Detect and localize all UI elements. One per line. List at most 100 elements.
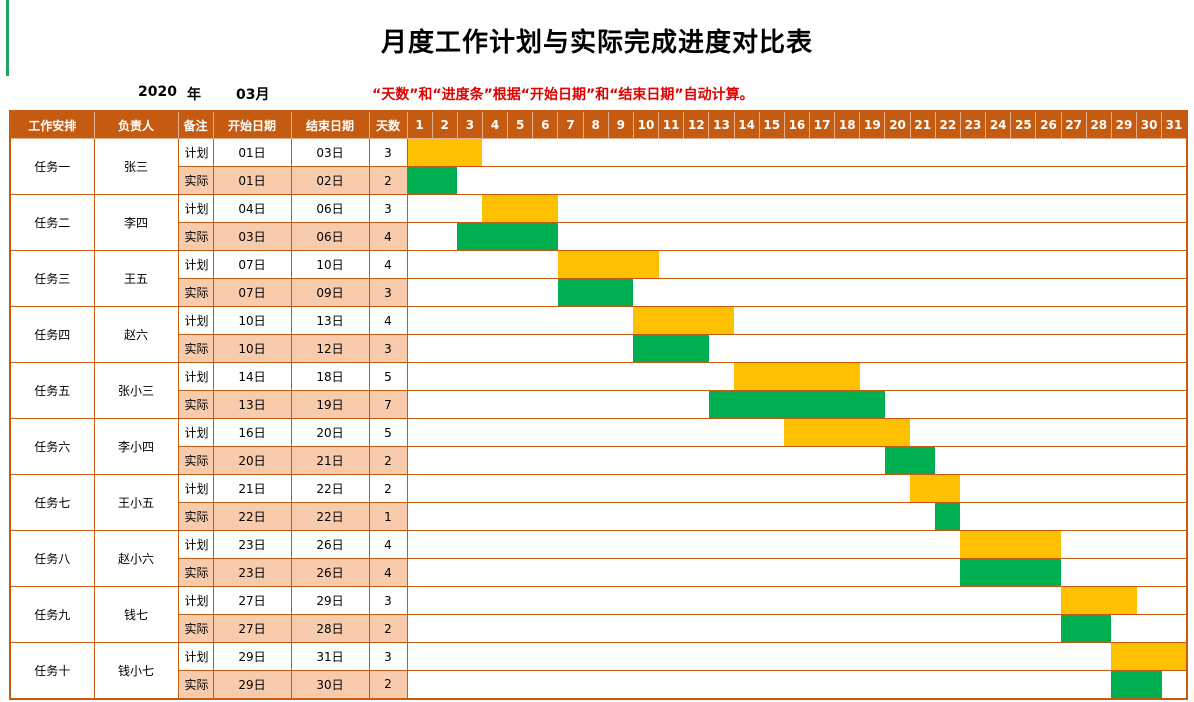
actual-label-cell[interactable]: 实际 (177, 446, 214, 475)
owner-cell[interactable]: 张三 (93, 138, 179, 195)
actual-end-date-cell[interactable]: 02日 (290, 166, 370, 195)
actual-start-date-cell[interactable]: 07日 (212, 278, 292, 307)
plan-start-date-cell[interactable]: 14日 (212, 362, 292, 391)
plan-end-date-cell[interactable]: 18日 (290, 362, 370, 391)
plan-days-cell[interactable]: 3 (368, 642, 408, 671)
task-name-cell[interactable]: 任务七 (9, 474, 95, 531)
actual-days-cell[interactable]: 2 (368, 446, 408, 475)
owner-cell[interactable]: 张小三 (93, 362, 179, 419)
actual-start-date-cell[interactable]: 20日 (212, 446, 292, 475)
task-name-cell[interactable]: 任务六 (9, 418, 95, 475)
plan-days-cell[interactable]: 5 (368, 362, 408, 391)
owner-cell[interactable]: 赵小六 (93, 530, 179, 587)
actual-label-cell[interactable]: 实际 (177, 166, 214, 195)
actual-label-cell[interactable]: 实际 (177, 390, 214, 419)
actual-end-date-cell[interactable]: 22日 (290, 502, 370, 531)
month-value[interactable]: 03月 (236, 87, 270, 103)
plan-start-date-cell[interactable]: 23日 (212, 530, 292, 559)
plan-label-cell[interactable]: 计划 (177, 306, 214, 335)
plan-label-cell[interactable]: 计划 (177, 474, 214, 503)
plan-label-cell[interactable]: 计划 (177, 530, 214, 559)
owner-cell[interactable]: 王五 (93, 250, 179, 307)
task-name-cell[interactable]: 任务二 (9, 194, 95, 251)
plan-label-cell[interactable]: 计划 (177, 642, 214, 671)
actual-start-date-cell[interactable]: 29日 (212, 670, 292, 699)
owner-cell[interactable]: 王小五 (93, 474, 179, 531)
plan-end-date-cell[interactable]: 20日 (290, 418, 370, 447)
plan-label-cell[interactable]: 计划 (177, 586, 214, 615)
actual-start-date-cell[interactable]: 10日 (212, 334, 292, 363)
plan-end-date-cell[interactable]: 10日 (290, 250, 370, 279)
task-name-cell[interactable]: 任务四 (9, 306, 95, 363)
task-name-cell[interactable]: 任务五 (9, 362, 95, 419)
plan-end-date-cell[interactable]: 03日 (290, 138, 370, 167)
plan-days-cell[interactable]: 4 (368, 530, 408, 559)
actual-start-date-cell[interactable]: 01日 (212, 166, 292, 195)
actual-days-cell[interactable]: 7 (368, 390, 408, 419)
actual-days-cell[interactable]: 2 (368, 670, 408, 699)
plan-label-cell[interactable]: 计划 (177, 250, 214, 279)
actual-label-cell[interactable]: 实际 (177, 670, 214, 699)
actual-days-cell[interactable]: 2 (368, 614, 408, 643)
plan-days-cell[interactable]: 4 (368, 306, 408, 335)
actual-days-cell[interactable]: 4 (368, 558, 408, 587)
actual-label-cell[interactable]: 实际 (177, 614, 214, 643)
actual-start-date-cell[interactable]: 23日 (212, 558, 292, 587)
task-name-cell[interactable]: 任务九 (9, 586, 95, 643)
plan-label-cell[interactable]: 计划 (177, 194, 214, 223)
plan-start-date-cell[interactable]: 29日 (212, 642, 292, 671)
plan-days-cell[interactable]: 3 (368, 138, 408, 167)
task-name-cell[interactable]: 任务一 (9, 138, 95, 195)
actual-end-date-cell[interactable]: 28日 (290, 614, 370, 643)
plan-end-date-cell[interactable]: 06日 (290, 194, 370, 223)
plan-end-date-cell[interactable]: 13日 (290, 306, 370, 335)
actual-days-cell[interactable]: 1 (368, 502, 408, 531)
actual-start-date-cell[interactable]: 22日 (212, 502, 292, 531)
plan-start-date-cell[interactable]: 01日 (212, 138, 292, 167)
actual-start-date-cell[interactable]: 27日 (212, 614, 292, 643)
owner-cell[interactable]: 李四 (93, 194, 179, 251)
actual-start-date-cell[interactable]: 03日 (212, 222, 292, 251)
actual-days-cell[interactable]: 3 (368, 278, 408, 307)
actual-days-cell[interactable]: 3 (368, 334, 408, 363)
owner-cell[interactable]: 钱小七 (93, 642, 179, 699)
plan-end-date-cell[interactable]: 31日 (290, 642, 370, 671)
actual-end-date-cell[interactable]: 09日 (290, 278, 370, 307)
plan-days-cell[interactable]: 2 (368, 474, 408, 503)
actual-days-cell[interactable]: 2 (368, 166, 408, 195)
actual-days-cell[interactable]: 4 (368, 222, 408, 251)
plan-days-cell[interactable]: 4 (368, 250, 408, 279)
plan-start-date-cell[interactable]: 04日 (212, 194, 292, 223)
actual-end-date-cell[interactable]: 21日 (290, 446, 370, 475)
actual-label-cell[interactable]: 实际 (177, 334, 214, 363)
actual-label-cell[interactable]: 实际 (177, 222, 214, 251)
task-name-cell[interactable]: 任务三 (9, 250, 95, 307)
plan-start-date-cell[interactable]: 10日 (212, 306, 292, 335)
owner-cell[interactable]: 李小四 (93, 418, 179, 475)
plan-label-cell[interactable]: 计划 (177, 362, 214, 391)
plan-days-cell[interactable]: 3 (368, 586, 408, 615)
actual-label-cell[interactable]: 实际 (177, 278, 214, 307)
actual-start-date-cell[interactable]: 13日 (212, 390, 292, 419)
actual-end-date-cell[interactable]: 19日 (290, 390, 370, 419)
actual-end-date-cell[interactable]: 06日 (290, 222, 370, 251)
plan-days-cell[interactable]: 3 (368, 194, 408, 223)
plan-start-date-cell[interactable]: 16日 (212, 418, 292, 447)
owner-cell[interactable]: 钱七 (93, 586, 179, 643)
actual-end-date-cell[interactable]: 12日 (290, 334, 370, 363)
plan-start-date-cell[interactable]: 27日 (212, 586, 292, 615)
plan-label-cell[interactable]: 计划 (177, 418, 214, 447)
plan-days-cell[interactable]: 5 (368, 418, 408, 447)
task-name-cell[interactable]: 任务十 (9, 642, 95, 699)
plan-start-date-cell[interactable]: 21日 (212, 474, 292, 503)
task-name-cell[interactable]: 任务八 (9, 530, 95, 587)
plan-end-date-cell[interactable]: 22日 (290, 474, 370, 503)
year-value[interactable]: 2020 (138, 84, 177, 100)
actual-end-date-cell[interactable]: 26日 (290, 558, 370, 587)
actual-end-date-cell[interactable]: 30日 (290, 670, 370, 699)
owner-cell[interactable]: 赵六 (93, 306, 179, 363)
plan-label-cell[interactable]: 计划 (177, 138, 214, 167)
actual-label-cell[interactable]: 实际 (177, 502, 214, 531)
plan-end-date-cell[interactable]: 26日 (290, 530, 370, 559)
plan-start-date-cell[interactable]: 07日 (212, 250, 292, 279)
